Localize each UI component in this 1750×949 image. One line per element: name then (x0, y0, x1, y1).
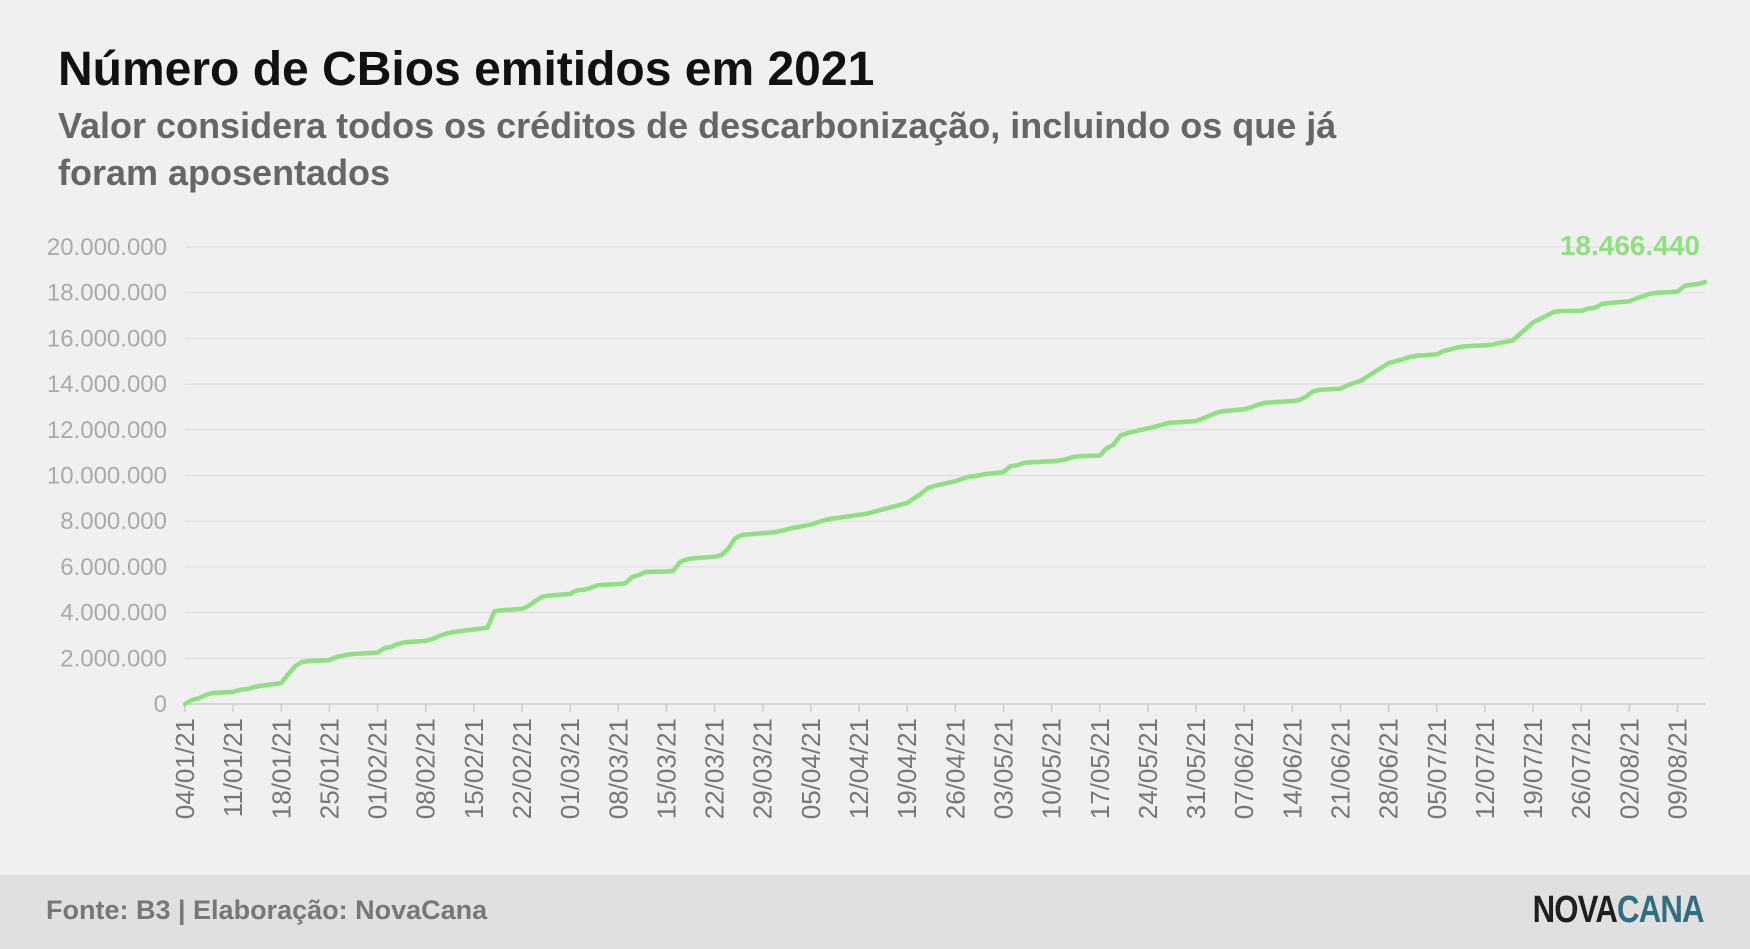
series-line (182, 279, 1708, 707)
x-tick-label: 18/01/21 (266, 718, 296, 819)
x-tick-label: 02/08/21 (1614, 718, 1644, 819)
x-tick-label: 04/01/21 (170, 718, 200, 819)
x-tick-label: 11/01/21 (218, 718, 248, 817)
x-tick-label: 03/05/21 (988, 718, 1018, 819)
x-tick-label: 12/04/21 (844, 718, 874, 819)
y-tick-label: 6.000.000 (60, 554, 167, 581)
last-value-label: 18.466.440 (1560, 230, 1700, 261)
x-tick-label: 25/01/21 (314, 718, 344, 819)
y-tick-label: 14.000.000 (47, 371, 167, 398)
y-tick-label: 2.000.000 (60, 645, 167, 672)
novacana-logo: NOVACANA (1532, 889, 1705, 932)
y-tick-label: 16.000.000 (47, 325, 167, 352)
x-tick-label: 26/04/21 (940, 718, 970, 819)
x-tick-label: 10/05/21 (1037, 718, 1067, 819)
footer-bar: Fonte: B3 | Elaboração: NovaCana NOVACAN… (0, 875, 1750, 949)
x-tick-label: 14/06/21 (1277, 718, 1307, 819)
y-tick-label: 4.000.000 (60, 600, 167, 627)
line-chart: 0 2.000.000 4.000.000 6.000.000 8.000.000 10.… (47, 230, 1708, 819)
x-tick-label: 24/05/21 (1133, 718, 1163, 819)
x-tick-label: 31/05/21 (1181, 718, 1211, 819)
x-tick-label: 29/03/21 (748, 718, 778, 819)
x-tick-label: 17/05/21 (1085, 718, 1115, 819)
logo-cana: CANA (1617, 889, 1705, 931)
x-tick-label: 01/03/21 (555, 718, 585, 819)
y-tick-label: 10.000.000 (47, 463, 167, 490)
x-tick-label: 07/06/21 (1229, 718, 1259, 819)
y-tick-label: 20.000.000 (47, 234, 167, 261)
chart-subtitle: Valor considera todos os créditos de des… (58, 105, 1337, 193)
x-tick-label: 19/04/21 (892, 718, 922, 819)
x-tick-label: 05/04/21 (796, 718, 826, 819)
x-tick-label: 28/06/21 (1374, 718, 1404, 819)
logo-nova: NOVA (1532, 889, 1618, 931)
x-tick-label: 05/07/21 (1422, 718, 1452, 819)
y-tick-label: 12.000.000 (47, 417, 167, 444)
x-tick-label: 08/03/21 (603, 718, 633, 819)
x-tick-label: 19/07/21 (1518, 718, 1548, 819)
y-tick-label: 8.000.000 (60, 508, 167, 535)
x-tick-label: 09/08/21 (1662, 718, 1692, 819)
x-tick-label: 22/02/21 (507, 718, 537, 819)
x-tick-label: 21/06/21 (1325, 718, 1355, 819)
x-tick-label: 26/07/21 (1566, 718, 1596, 819)
x-tick-label: 08/02/21 (411, 718, 441, 819)
y-tick-label: 0 (154, 691, 167, 718)
x-tick-label: 12/07/21 (1470, 718, 1500, 819)
x-tick-label: 01/02/21 (363, 718, 393, 819)
x-tick-label: 15/02/21 (459, 718, 489, 819)
x-tick-label: 22/03/21 (700, 718, 730, 819)
chart-title: Número de CBios emitidos em 2021 (58, 43, 875, 96)
source-credit: Fonte: B3 | Elaboração: NovaCana (46, 895, 488, 925)
x-tick-label: 15/03/21 (651, 718, 681, 819)
y-tick-label: 18.000.000 (47, 280, 167, 307)
